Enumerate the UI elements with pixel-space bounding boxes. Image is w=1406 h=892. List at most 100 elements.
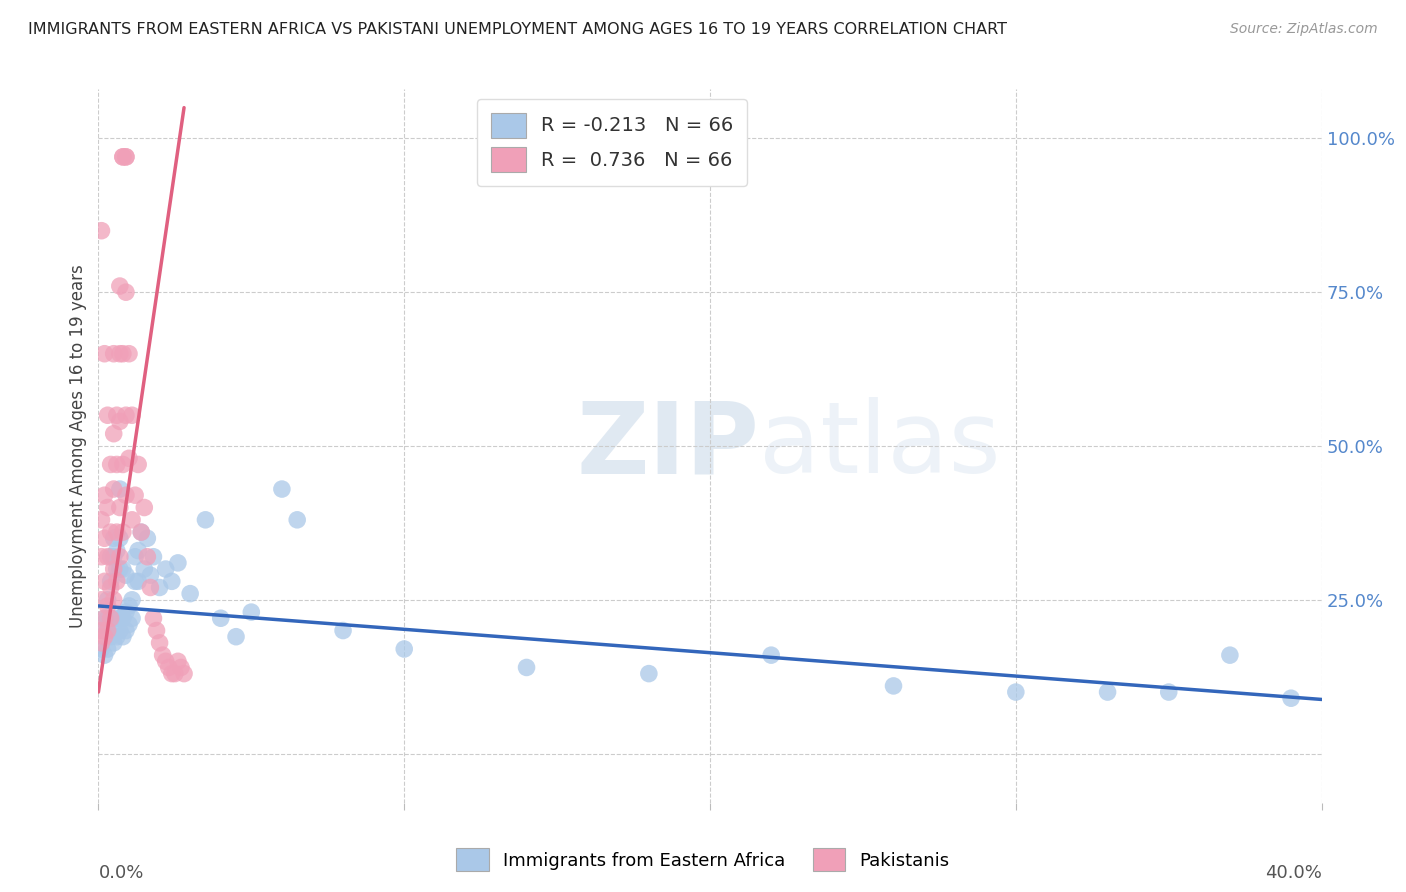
Point bbox=[111, 611, 134, 625]
Point bbox=[134, 562, 156, 576]
Point bbox=[100, 574, 122, 589]
Point bbox=[103, 562, 125, 576]
Point bbox=[118, 451, 141, 466]
Point bbox=[108, 347, 131, 361]
Point bbox=[100, 458, 122, 472]
Point bbox=[90, 624, 112, 638]
Point bbox=[103, 549, 125, 564]
Point bbox=[115, 150, 138, 164]
Point bbox=[108, 624, 131, 638]
Point bbox=[111, 525, 134, 540]
Point bbox=[97, 642, 120, 657]
Point bbox=[108, 279, 131, 293]
Point bbox=[145, 624, 167, 638]
Point bbox=[167, 654, 190, 668]
Point bbox=[149, 636, 172, 650]
Point bbox=[105, 562, 128, 576]
Point bbox=[121, 592, 143, 607]
Point bbox=[93, 574, 115, 589]
Point bbox=[103, 426, 125, 441]
Point bbox=[97, 624, 120, 638]
Point bbox=[111, 347, 134, 361]
Point bbox=[108, 531, 131, 545]
Point bbox=[118, 617, 141, 632]
Point bbox=[173, 666, 195, 681]
Text: IMMIGRANTS FROM EASTERN AFRICA VS PAKISTANI UNEMPLOYMENT AMONG AGES 16 TO 19 YEA: IMMIGRANTS FROM EASTERN AFRICA VS PAKIST… bbox=[28, 22, 1007, 37]
Point bbox=[516, 660, 538, 674]
Point bbox=[160, 666, 183, 681]
Point bbox=[1004, 685, 1026, 699]
Point bbox=[121, 611, 143, 625]
Point bbox=[90, 549, 112, 564]
Point bbox=[105, 409, 128, 423]
Point bbox=[93, 611, 115, 625]
Point bbox=[111, 150, 134, 164]
Point bbox=[93, 347, 115, 361]
Point bbox=[1219, 648, 1241, 662]
Point bbox=[105, 458, 128, 472]
Point bbox=[127, 458, 149, 472]
Point bbox=[160, 574, 183, 589]
Point bbox=[124, 488, 146, 502]
Point bbox=[115, 409, 138, 423]
Point bbox=[105, 611, 128, 625]
Point bbox=[90, 636, 112, 650]
Point bbox=[97, 592, 120, 607]
Point bbox=[127, 574, 149, 589]
Legend: Immigrants from Eastern Africa, Pakistanis: Immigrants from Eastern Africa, Pakistan… bbox=[449, 841, 957, 879]
Y-axis label: Unemployment Among Ages 16 to 19 years: Unemployment Among Ages 16 to 19 years bbox=[69, 264, 87, 628]
Point bbox=[93, 630, 115, 644]
Point bbox=[121, 513, 143, 527]
Point bbox=[142, 549, 165, 564]
Point bbox=[136, 549, 159, 564]
Text: atlas: atlas bbox=[759, 398, 1001, 494]
Point bbox=[97, 409, 120, 423]
Point bbox=[270, 482, 292, 496]
Point bbox=[240, 605, 263, 619]
Point bbox=[115, 605, 138, 619]
Point bbox=[155, 562, 177, 576]
Point bbox=[105, 525, 128, 540]
Point bbox=[1157, 685, 1180, 699]
Point bbox=[97, 611, 120, 625]
Point bbox=[100, 630, 122, 644]
Point bbox=[111, 562, 134, 576]
Point bbox=[108, 562, 131, 576]
Point bbox=[167, 556, 190, 570]
Point bbox=[139, 568, 162, 582]
Point bbox=[637, 666, 661, 681]
Point bbox=[103, 482, 125, 496]
Point bbox=[115, 488, 138, 502]
Point bbox=[100, 525, 122, 540]
Text: 0.0%: 0.0% bbox=[98, 864, 143, 882]
Point bbox=[90, 642, 112, 657]
Point bbox=[97, 599, 120, 613]
Point bbox=[209, 611, 232, 625]
Point bbox=[90, 224, 112, 238]
Point bbox=[118, 599, 141, 613]
Point bbox=[90, 513, 112, 527]
Point bbox=[105, 543, 128, 558]
Point bbox=[332, 624, 354, 638]
Point bbox=[1279, 691, 1302, 706]
Point bbox=[392, 642, 416, 657]
Point bbox=[97, 549, 120, 564]
Point bbox=[194, 513, 217, 527]
Point bbox=[157, 660, 180, 674]
Point bbox=[129, 525, 152, 540]
Point bbox=[111, 630, 134, 644]
Point bbox=[108, 549, 131, 564]
Point bbox=[111, 150, 134, 164]
Point bbox=[142, 611, 165, 625]
Point bbox=[105, 630, 128, 644]
Point bbox=[108, 482, 131, 496]
Point bbox=[136, 531, 159, 545]
Point bbox=[103, 592, 125, 607]
Point bbox=[100, 549, 122, 564]
Point bbox=[90, 592, 112, 607]
Point bbox=[93, 531, 115, 545]
Point bbox=[155, 654, 177, 668]
Point bbox=[121, 409, 143, 423]
Point bbox=[90, 624, 112, 638]
Text: Source: ZipAtlas.com: Source: ZipAtlas.com bbox=[1230, 22, 1378, 37]
